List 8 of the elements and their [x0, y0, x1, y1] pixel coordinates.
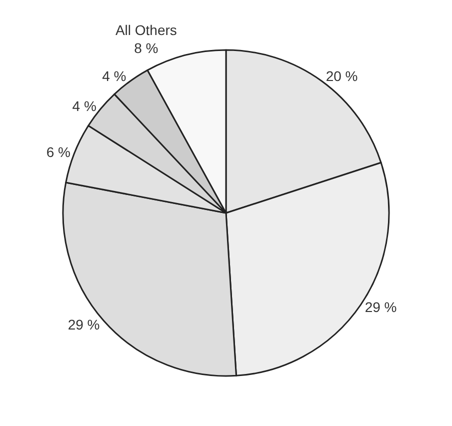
- data-label: 29 %: [364, 299, 397, 316]
- data-label: 29 %: [68, 316, 100, 332]
- slice-label: All Others: [115, 22, 177, 38]
- data-label: 4 %: [102, 68, 126, 84]
- data-label: 4 %: [72, 98, 96, 114]
- data-label: 8 %: [134, 40, 158, 56]
- data-label: 6 %: [46, 144, 70, 160]
- data-label: 20 %: [326, 68, 358, 84]
